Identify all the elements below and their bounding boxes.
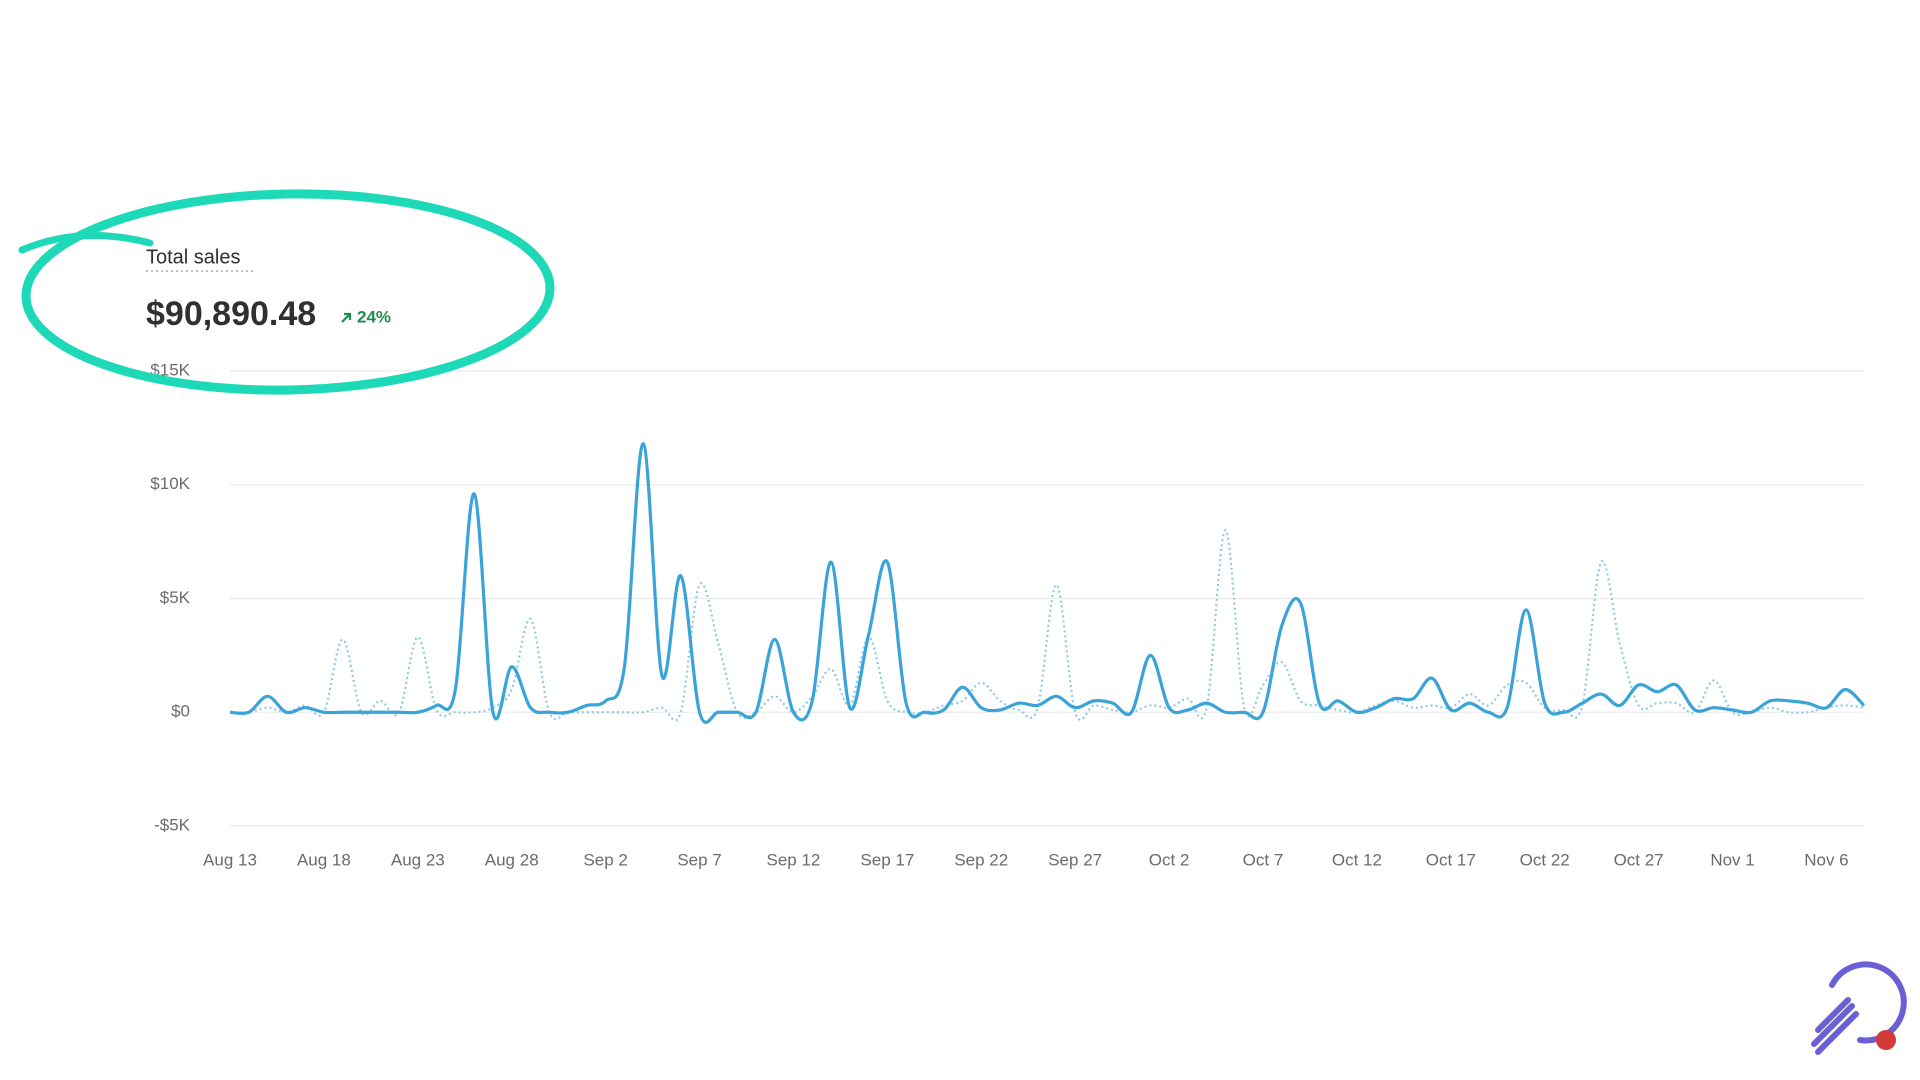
summary-value: $90,890.48 [146,295,316,333]
series-line [229,529,1865,722]
x-tick-label: Aug 23 [391,850,445,869]
x-tick-label: Oct 27 [1614,850,1664,869]
x-tick-label: Oct 12 [1332,850,1382,869]
x-tick-label: Sep 27 [1048,850,1102,869]
y-tick-label: $10K [150,474,190,493]
x-tick-label: Oct 7 [1243,850,1284,869]
x-tick-label: Nov 1 [1710,850,1754,869]
x-tick-label: Sep 22 [954,850,1008,869]
logo [1811,961,1907,1055]
x-tick-label: Aug 28 [485,850,539,869]
y-tick-label: $5K [160,588,191,607]
change-percent: 24% [357,307,391,326]
x-tick-label: Nov 6 [1804,850,1848,869]
series-line [229,442,1866,724]
x-tick-label: Sep 17 [860,850,914,869]
x-tick-label: Sep 2 [583,850,627,869]
y-tick-label: $0 [171,702,190,721]
x-tick-label: Oct 22 [1520,850,1570,869]
x-tick-label: Aug 13 [203,850,257,869]
x-tick-label: Oct 17 [1426,850,1476,869]
annotation-tail [18,231,154,254]
x-tick-label: Sep 7 [677,850,721,869]
grid: -$5K $0 $5K $10K $15K Aug 13 Aug 18 Aug 23 Aug 2… [150,360,1864,869]
x-tick-label: Aug 18 [297,850,351,869]
y-tick-label: $15K [150,360,190,379]
chart-title: Total sales [146,246,241,268]
up-arrow-icon [341,312,352,323]
plot [229,442,1866,724]
x-tick-label: Sep 12 [767,850,821,869]
y-tick-label: -$5K [154,815,191,834]
x-tick-label: Oct 2 [1149,850,1190,869]
annotation-circle [21,189,555,395]
